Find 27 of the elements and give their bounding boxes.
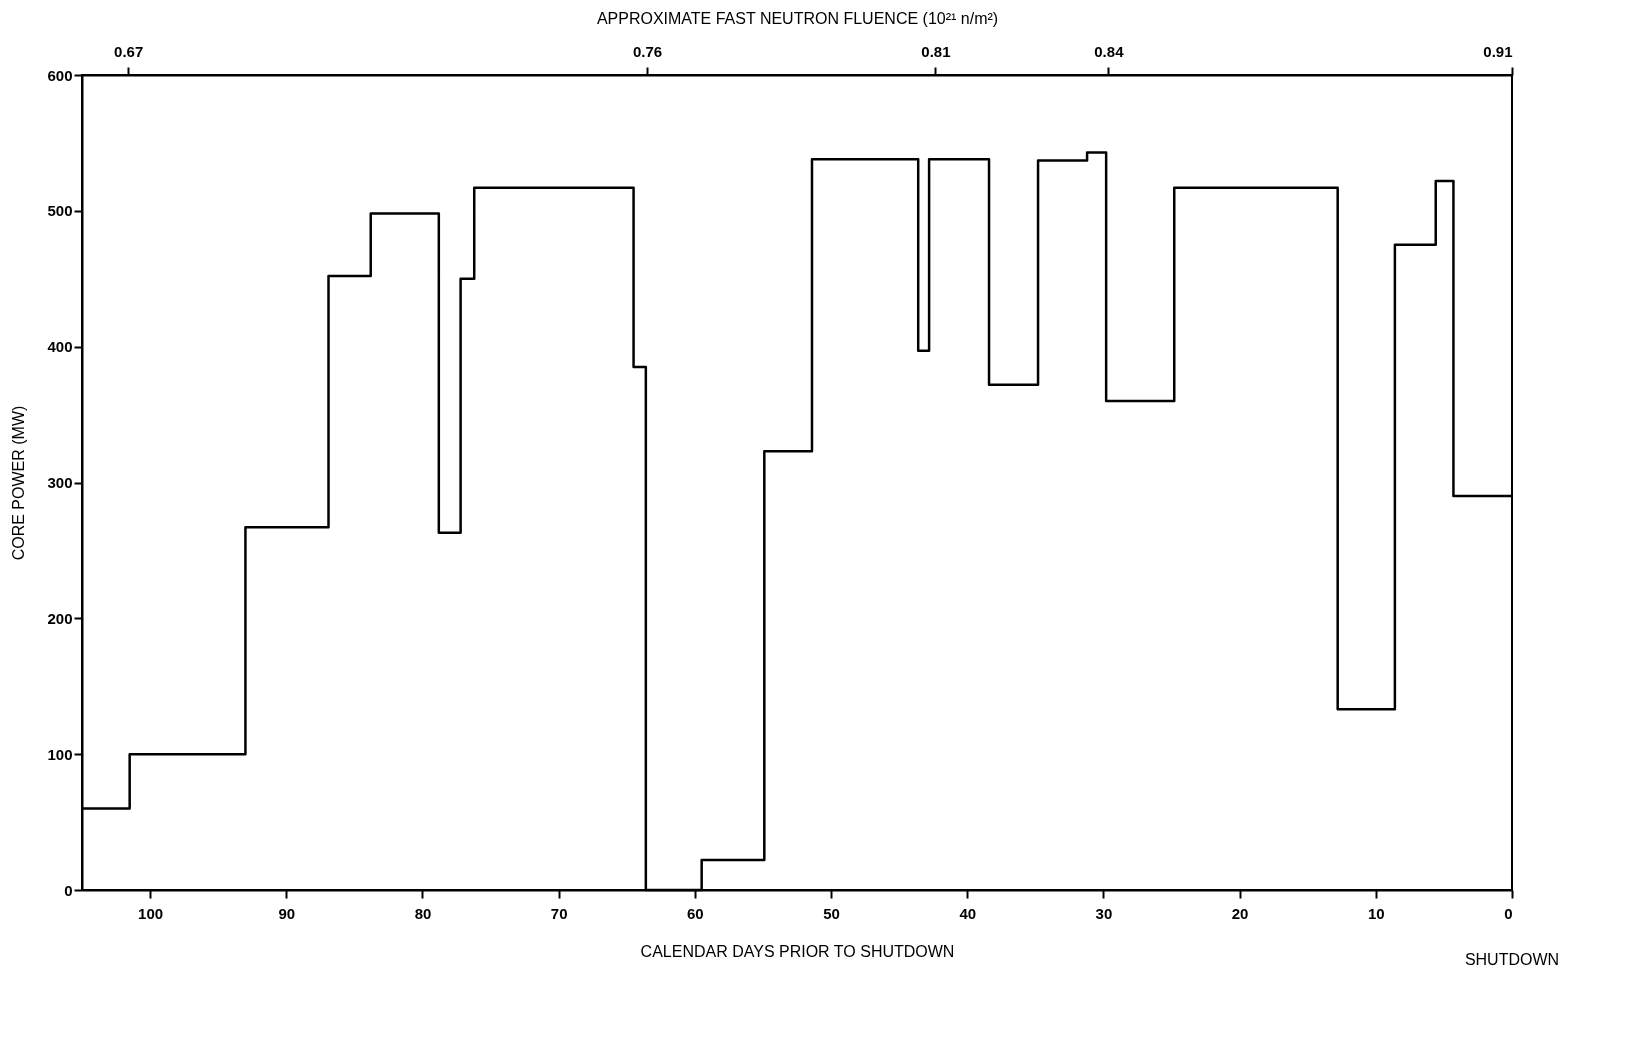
x-tick-label: 90 bbox=[278, 904, 296, 922]
x-tick-label: 100 bbox=[138, 904, 164, 922]
x-tick-label: 10 bbox=[1367, 904, 1385, 922]
x2-tick-label: 0.67 bbox=[114, 42, 144, 60]
x-axis-title: CALENDAR DAYS PRIOR TO SHUTDOWN bbox=[640, 942, 955, 960]
x2-axis-title: APPROXIMATE FAST NEUTRON FLUENCE (10²¹ n/m²) bbox=[596, 9, 999, 27]
y-tick-label: 300 bbox=[47, 474, 73, 491]
text: SHUTDOWN bbox=[1464, 951, 1560, 968]
y-tick-label: 400 bbox=[47, 338, 73, 356]
x-tick-label: 50 bbox=[823, 904, 840, 922]
x2-tick-label: 0.76 bbox=[632, 42, 663, 60]
x-tick-label: 0 bbox=[1504, 904, 1513, 922]
y-tick-label: 500 bbox=[47, 202, 73, 220]
x-tick-label: 80 bbox=[414, 904, 432, 922]
y-tick-label: 0 bbox=[64, 881, 73, 899]
x2-tick-label: 0.91 bbox=[1483, 42, 1513, 60]
y-tick-label: 600 bbox=[47, 66, 73, 84]
x-tick-label: 60 bbox=[687, 904, 704, 922]
y-tick-label: 200 bbox=[47, 609, 73, 627]
x2-tick-label: 0.81 bbox=[921, 42, 951, 60]
y-axis-title: CORE POWER (MW) bbox=[10, 405, 28, 561]
x-tick-label: 30 bbox=[1095, 904, 1113, 922]
x-tick-label: 40 bbox=[959, 904, 977, 922]
x-tick-label: 20 bbox=[1231, 904, 1249, 922]
x2-tick-label: 0.84 bbox=[1094, 42, 1125, 60]
y-tick-label: 100 bbox=[47, 745, 73, 763]
x-tick-label: 70 bbox=[550, 904, 568, 922]
